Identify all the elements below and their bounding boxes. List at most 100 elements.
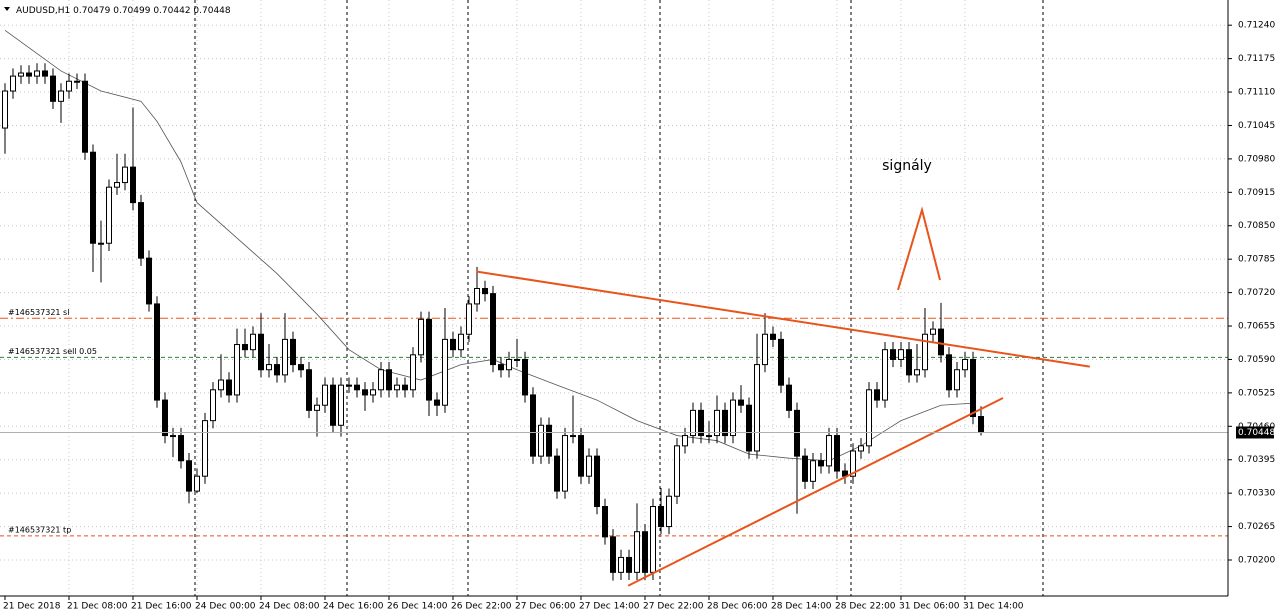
x-tick-label: 28 Dec 22:00 (835, 602, 896, 612)
candle-body (914, 369, 920, 376)
y-tick-label: 0.70200 (1238, 556, 1275, 566)
candle-body (770, 333, 776, 340)
candle-body (66, 80, 72, 92)
order-label: #146537321 sl (8, 308, 69, 317)
candle-body (298, 364, 304, 371)
x-tick-label: 31 Dec 14:00 (963, 602, 1024, 612)
candle-body (546, 424, 552, 457)
candle-body (834, 435, 840, 472)
y-tick-label: 0.70785 (1238, 255, 1275, 265)
candle-body (794, 409, 800, 457)
low: 0.70442 (153, 6, 190, 16)
candle-body (330, 384, 336, 426)
x-tick-label: 27 Dec 14:00 (579, 602, 640, 612)
candle-body (178, 435, 184, 462)
trendline (476, 270, 1090, 368)
candle-body (122, 166, 128, 184)
candle-body (754, 364, 760, 452)
candle-body (258, 333, 264, 371)
price-label: 0.70448 (1238, 428, 1275, 438)
x-tick-label: 21 Dec 08:00 (67, 602, 128, 612)
candle-body (106, 186, 112, 244)
close: 0.70448 (193, 6, 230, 16)
candle-body (506, 358, 512, 371)
y-tick-label: 0.71175 (1238, 54, 1275, 64)
candle-body (250, 333, 256, 351)
candle-body (922, 333, 928, 371)
y-tick-label: 0.70330 (1238, 489, 1275, 499)
candle-body (378, 369, 384, 391)
candle-body (946, 354, 952, 391)
candle-body (682, 435, 688, 447)
candle-body (370, 389, 376, 396)
candle-body (722, 409, 728, 437)
candle-body (714, 409, 720, 437)
candle-body (410, 354, 416, 391)
trendline (627, 397, 1004, 587)
grid (0, 0, 1228, 596)
candle-body (90, 151, 96, 244)
candle-body (50, 75, 56, 102)
candle-body (314, 404, 320, 411)
candle-body (738, 399, 744, 406)
candle-body (290, 338, 296, 366)
candle-body (42, 70, 48, 77)
candle-body (218, 379, 224, 391)
candle-body (210, 389, 216, 422)
order-label: #146537321 tp (8, 525, 71, 534)
candle-body (730, 399, 736, 437)
candle-body (586, 455, 592, 477)
moving-average (4, 30, 974, 462)
y-tick-label: 0.70850 (1238, 221, 1275, 231)
candle-body (18, 72, 24, 77)
high: 0.70499 (113, 6, 150, 16)
y-tick-label: 0.71110 (1238, 88, 1275, 98)
candle-body (802, 455, 808, 482)
candle-body (882, 349, 888, 401)
y-tick-label: 0.70915 (1238, 188, 1275, 198)
header: AUDUSD,H1 0.70479 0.70499 0.70442 0.7044… (16, 6, 231, 16)
candle-body (442, 338, 448, 406)
candle-body (570, 435, 576, 438)
candle-body (306, 369, 312, 411)
candle-body (338, 384, 344, 426)
x-tick-label: 31 Dec 06:00 (899, 602, 960, 612)
open: 0.70479 (73, 6, 110, 16)
x-tick-label: 24 Dec 08:00 (259, 602, 320, 612)
menu-triangle[interactable] (4, 7, 10, 11)
candle-body (610, 536, 616, 573)
candle-body (138, 202, 144, 259)
candle-body (554, 455, 560, 492)
symbol: AUDUSD,H1 (16, 6, 70, 16)
candle-body (706, 435, 712, 438)
candle-body (266, 364, 272, 371)
candle-body (98, 242, 104, 245)
candle-body (458, 333, 464, 351)
candle-body (274, 364, 280, 376)
candle-body (674, 445, 680, 497)
candle-body (826, 435, 832, 467)
candle-body (698, 409, 704, 437)
y-tick-label: 0.71240 (1238, 21, 1275, 31)
candle-body (522, 358, 528, 396)
y-tick-label: 0.70265 (1238, 522, 1275, 532)
annotation: signály (882, 158, 932, 174)
candle-body (146, 257, 152, 305)
candle-body (618, 556, 624, 573)
x-tick-label: 26 Dec 22:00 (451, 602, 512, 612)
candle-body (426, 318, 432, 401)
candle-body (578, 435, 584, 477)
order-label: #146537321 sell 0.05 (8, 347, 97, 356)
candle-body (226, 379, 232, 396)
x-tick-label: 21 Dec 2018 (3, 602, 61, 612)
candle-body (434, 399, 440, 406)
candle-body (938, 328, 944, 356)
candle-body (786, 384, 792, 411)
candle-body (954, 369, 960, 391)
candle-body (242, 344, 248, 351)
candle-body (818, 460, 824, 467)
signal-arrow (897, 206, 941, 291)
candle-body (978, 416, 984, 433)
candle-body (962, 358, 968, 371)
